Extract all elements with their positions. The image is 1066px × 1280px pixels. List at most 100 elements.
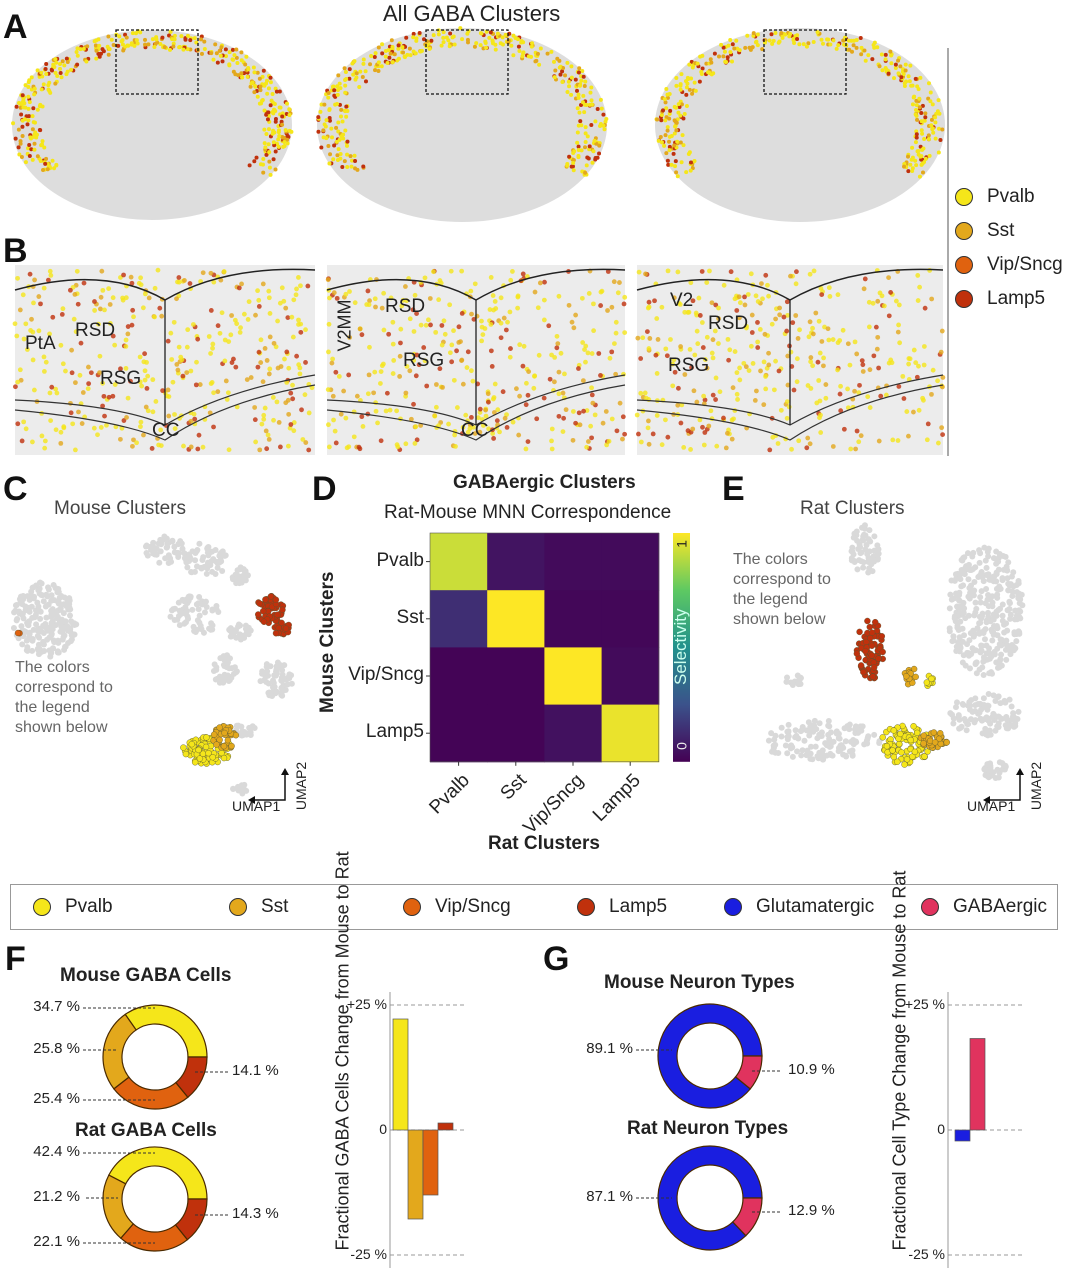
heatmap-cell <box>430 647 488 706</box>
cluster-gray <box>230 781 250 797</box>
legend-swatch <box>33 898 51 916</box>
legend-swatch <box>955 256 973 274</box>
bar-gabaergic <box>969 1038 986 1131</box>
boundary-line <box>326 384 626 441</box>
legend-swatch <box>955 188 973 206</box>
y-tick-label: -25 % <box>350 1246 387 1262</box>
heatmap-cell <box>544 590 603 648</box>
mouse-clusters-note: The colors correspond to the legend show… <box>15 659 113 736</box>
heatmap-frame <box>429 532 660 763</box>
y-tick-label: +25 % <box>346 996 387 1012</box>
sst-cluster <box>210 723 240 752</box>
heatmap-cell <box>601 590 660 648</box>
region-label: RSD <box>385 296 426 317</box>
heatmap-cell <box>601 647 660 706</box>
panel-letter-c: C <box>3 470 28 508</box>
cluster-small <box>923 672 936 689</box>
region-label: RSD <box>75 320 116 341</box>
gaba-change-bars <box>389 992 465 1268</box>
donut-value-label: 25.8 % <box>33 1040 80 1057</box>
legend-item: Lamp5 <box>577 896 667 918</box>
panel-a-title: All GABA Clusters <box>383 1 561 26</box>
mouse-gaba-title: Mouse GABA Cells <box>60 965 232 986</box>
cluster-gray <box>226 621 254 643</box>
legend-label: Vip/Sncg <box>435 896 511 917</box>
heatmap-subtitle: Rat-Mouse MNN Correspondence <box>384 502 672 523</box>
y-tick-label: -25 % <box>908 1246 945 1262</box>
heatmap-cell <box>601 533 660 591</box>
donut-value-label: 12.9 % <box>788 1202 835 1219</box>
legend-item: Sst <box>229 896 288 918</box>
rat-clusters-note: The colors correspond to the legend show… <box>733 551 831 628</box>
heatmap <box>426 532 690 766</box>
legend-swatch <box>921 898 939 916</box>
cluster-gray <box>946 544 1026 678</box>
cluster-gray <box>229 564 251 587</box>
rat-umap-plot <box>765 522 1026 804</box>
cluster-gray <box>232 722 258 739</box>
heatmap-cell <box>544 647 603 706</box>
donut-slice <box>108 1146 208 1200</box>
donut-value-label: 14.1 % <box>232 1062 279 1079</box>
vip-cluster <box>901 665 919 688</box>
heatmap-title: GABAergic Clusters <box>453 472 636 493</box>
sst-cluster <box>917 729 950 751</box>
donut-slice <box>657 1145 763 1251</box>
legend-swatch <box>955 290 973 308</box>
heatmap-cell <box>430 533 488 591</box>
heatmap-cell <box>487 704 545 763</box>
umap1-label-rat: UMAP1 <box>967 798 1016 814</box>
region-label: PtA <box>25 333 56 354</box>
legend-item: Vip/Sncg <box>403 896 511 918</box>
umap1-label: UMAP1 <box>232 798 281 814</box>
lamp5-cluster <box>255 592 287 627</box>
vip-cell <box>14 629 23 637</box>
legend-swatch <box>724 898 742 916</box>
panel-letter-e: E <box>722 470 745 508</box>
heatmap-y-tick-label: Sst <box>396 606 424 628</box>
brain-section-1 <box>11 29 294 220</box>
legend-item: Pvalb <box>33 896 113 918</box>
bar-glutamatergic <box>954 1129 971 1142</box>
celltype-change-bars <box>947 992 1023 1268</box>
colorbar-max-label: 1 <box>673 540 690 548</box>
divider-line <box>947 48 949 456</box>
umap-axes <box>985 770 1021 801</box>
brain-sections-image <box>11 26 946 455</box>
cluster-gray <box>783 672 804 689</box>
donut-value-label: 14.3 % <box>232 1205 279 1222</box>
cluster-gray <box>181 540 229 578</box>
panel-letter-g: G <box>543 940 570 978</box>
side-legend-item: Pvalb <box>955 186 1035 208</box>
cluster-gray <box>765 717 883 763</box>
zoom-box <box>763 29 847 95</box>
heatmap-y-tick-label: Pvalb <box>376 549 424 571</box>
cluster-gray <box>142 533 188 566</box>
heatmap-cell <box>430 590 488 648</box>
region-label: RSG <box>403 350 445 371</box>
colorbar-label: Selectivity <box>671 608 690 685</box>
heatmap-cell <box>544 704 603 763</box>
side-legend-item: Lamp5 <box>955 288 1045 310</box>
lamp5-cluster <box>271 619 292 638</box>
legend-label: GABAergic <box>953 896 1047 917</box>
rat-neuron-title: Rat Neuron Types <box>627 1118 789 1139</box>
donut-value-label: 10.9 % <box>788 1061 835 1078</box>
cluster-gray <box>210 652 240 686</box>
brain-tissue <box>12 30 292 220</box>
donut-slice <box>657 1003 763 1109</box>
rat-gaba-title: Rat GABA Cells <box>75 1120 217 1141</box>
brain-section-2 <box>316 26 609 222</box>
bar-lamp5 <box>437 1122 454 1131</box>
legend-label: Sst <box>261 896 289 917</box>
heatmap-cell <box>601 704 660 763</box>
boundary-line <box>14 384 316 441</box>
region-label: CC <box>152 420 180 441</box>
heatmap-cell <box>430 704 488 763</box>
cortex-zoom-3 <box>634 265 946 455</box>
donut-value-label: 21.2 % <box>33 1188 80 1205</box>
legend-item: GABAergic <box>921 896 1047 918</box>
legend-swatch <box>577 898 595 916</box>
axis-arrow-icon <box>983 768 1024 804</box>
mouse-clusters-title: Mouse Clusters <box>54 498 186 519</box>
